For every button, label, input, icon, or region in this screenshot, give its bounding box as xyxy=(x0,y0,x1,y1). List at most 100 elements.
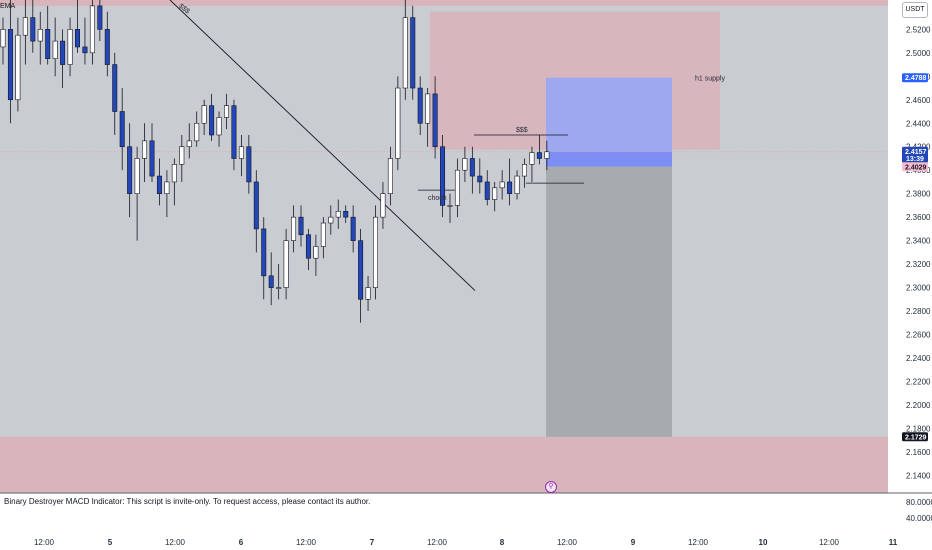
candle-body xyxy=(186,140,192,148)
price-tick-label: 2.4400 xyxy=(906,119,931,128)
candle-body xyxy=(149,140,155,177)
candle-body xyxy=(417,87,423,124)
candle-body xyxy=(97,5,103,30)
indicator-scale-label: 80.0000 xyxy=(906,498,932,507)
candle-body xyxy=(22,17,28,36)
time-tick-label: 12:00 xyxy=(688,538,709,547)
candle-body xyxy=(52,40,58,59)
candle-body xyxy=(328,216,334,224)
target-zone xyxy=(546,77,672,152)
candle-body xyxy=(119,111,125,148)
entry-zone xyxy=(546,151,672,167)
candle-body xyxy=(238,146,244,159)
price-tag xyxy=(902,146,928,163)
candle-body xyxy=(536,152,542,159)
alert-icon[interactable]: ⚲ xyxy=(545,481,557,493)
zones xyxy=(0,0,888,493)
candle-body xyxy=(134,158,140,194)
candle-body xyxy=(335,210,341,218)
candle-body xyxy=(104,29,110,65)
candle-body xyxy=(127,146,133,194)
candle-body xyxy=(395,87,401,159)
candle-body xyxy=(156,175,162,194)
candle-body xyxy=(320,222,326,247)
ema-indicator-label[interactable]: EMA xyxy=(0,3,16,10)
candle-body xyxy=(447,205,453,207)
candle-body xyxy=(60,40,66,65)
currency-button[interactable]: USDT xyxy=(902,2,928,18)
bottom-demand-zone xyxy=(0,436,888,493)
candle-body xyxy=(75,29,81,48)
drawings xyxy=(169,0,584,291)
candle-body xyxy=(171,164,177,183)
indicator-pane xyxy=(0,493,888,533)
stop-zone xyxy=(546,166,672,437)
price-tick-label: 2.3800 xyxy=(906,190,931,199)
price-tick-label: 2.5200 xyxy=(906,25,931,34)
candle-body xyxy=(313,246,319,259)
candle-body xyxy=(0,29,6,48)
price-tag-label: 2.1729 xyxy=(905,434,927,441)
candle-body xyxy=(82,46,88,54)
time-tick-label: 10 xyxy=(759,538,768,547)
time-tick-label: 12:00 xyxy=(557,538,578,547)
price-tag-countdown: 13:39 xyxy=(906,156,924,163)
candle-body xyxy=(37,29,43,42)
candle-body xyxy=(507,181,513,194)
price-tick-label: 2.2200 xyxy=(906,377,931,386)
candle-body xyxy=(305,234,311,259)
time-tick-label: 8 xyxy=(500,538,505,547)
candle-body xyxy=(112,64,118,112)
candle-body xyxy=(402,17,408,89)
candle-body xyxy=(454,169,460,206)
candle-body xyxy=(521,164,527,177)
time-tick-label: 7 xyxy=(370,538,375,547)
candle-body xyxy=(164,181,170,194)
price-tag xyxy=(902,73,928,83)
candle-body xyxy=(201,105,207,124)
candle-body xyxy=(268,275,274,288)
price-tick-label: 2.5000 xyxy=(906,49,931,58)
h1-supply-label: h1 supply xyxy=(695,76,725,83)
price-axis-bg xyxy=(888,0,932,550)
candle-body xyxy=(387,158,393,194)
candle-body xyxy=(194,122,200,142)
candle-body xyxy=(15,34,21,101)
candle-body xyxy=(380,193,386,218)
candle-body xyxy=(216,117,222,136)
price-tick-label: 2.2000 xyxy=(906,401,931,410)
price-tick-label: 2.1800 xyxy=(906,424,931,433)
candles xyxy=(0,0,550,323)
price-tag-label: 2.4029 xyxy=(905,164,927,171)
candle-body xyxy=(492,187,498,200)
candle-body xyxy=(89,5,95,54)
price-tick-label: 2.2400 xyxy=(906,354,931,363)
candle-body xyxy=(30,17,36,42)
price-tick-label: 2.3400 xyxy=(906,237,931,246)
price-tick-label: 2.1600 xyxy=(906,448,931,457)
candle-body xyxy=(440,146,446,206)
time-tick-label: 12:00 xyxy=(34,538,55,547)
candle-body xyxy=(142,140,148,159)
candle-body xyxy=(350,216,356,241)
candle-body xyxy=(67,29,73,65)
candle-body xyxy=(283,240,289,288)
indicator-scale-label: 40.0000 xyxy=(906,514,932,523)
price-tag xyxy=(902,432,928,442)
candle-body xyxy=(246,146,252,183)
candle-body xyxy=(425,93,431,124)
candle-body xyxy=(298,216,304,236)
candle-body xyxy=(261,228,267,277)
price-tick-label: 2.1400 xyxy=(906,471,931,480)
candle-body xyxy=(291,216,297,241)
candle-body xyxy=(365,287,371,300)
price-tick-label: 2.3600 xyxy=(906,213,931,222)
time-tick-label: 9 xyxy=(631,538,636,547)
price-tick-label: 2.3200 xyxy=(906,260,931,269)
time-axis[interactable]: 12:00 5 12:00 6 12:00 7 12:00 8 12:00 9 12:00 10 12:… xyxy=(0,533,932,550)
trend-line xyxy=(169,0,476,291)
candle-body xyxy=(477,175,483,183)
candle-body xyxy=(544,151,550,159)
